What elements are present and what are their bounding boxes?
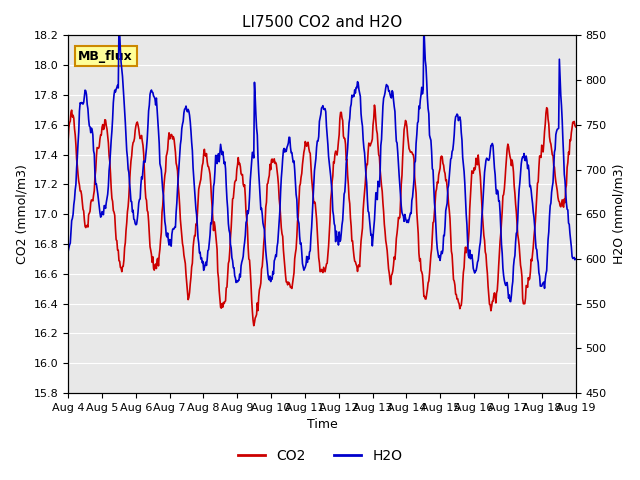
- CO2: [385, 266, 392, 272]
- CO2: [125, 180, 133, 185]
- CO2: [177, 224, 185, 230]
- CO2: [250, 323, 258, 328]
- H2O: [115, 24, 123, 29]
- H2O: [64, 249, 72, 254]
- CO2: [572, 124, 579, 130]
- X-axis label: Time: Time: [307, 419, 337, 432]
- Line: CO2: CO2: [68, 105, 575, 325]
- CO2: [371, 102, 378, 108]
- Title: LI7500 CO2 and H2O: LI7500 CO2 and H2O: [242, 15, 402, 30]
- CO2: [204, 163, 212, 169]
- H2O: [178, 126, 186, 132]
- H2O: [572, 256, 579, 262]
- H2O: [384, 83, 392, 89]
- H2O: [205, 247, 212, 252]
- CO2: [64, 137, 72, 143]
- Y-axis label: H2O (mmol/m3): H2O (mmol/m3): [612, 164, 625, 264]
- Legend: CO2, H2O: CO2, H2O: [232, 443, 408, 468]
- CO2: [74, 163, 81, 168]
- Text: MB_flux: MB_flux: [78, 49, 133, 63]
- Y-axis label: CO2 (mmol/m3): CO2 (mmol/m3): [15, 164, 28, 264]
- H2O: [127, 188, 134, 194]
- H2O: [399, 212, 406, 217]
- CO2: [399, 140, 407, 145]
- Line: H2O: H2O: [68, 26, 575, 301]
- H2O: [74, 155, 81, 160]
- H2O: [507, 299, 515, 304]
